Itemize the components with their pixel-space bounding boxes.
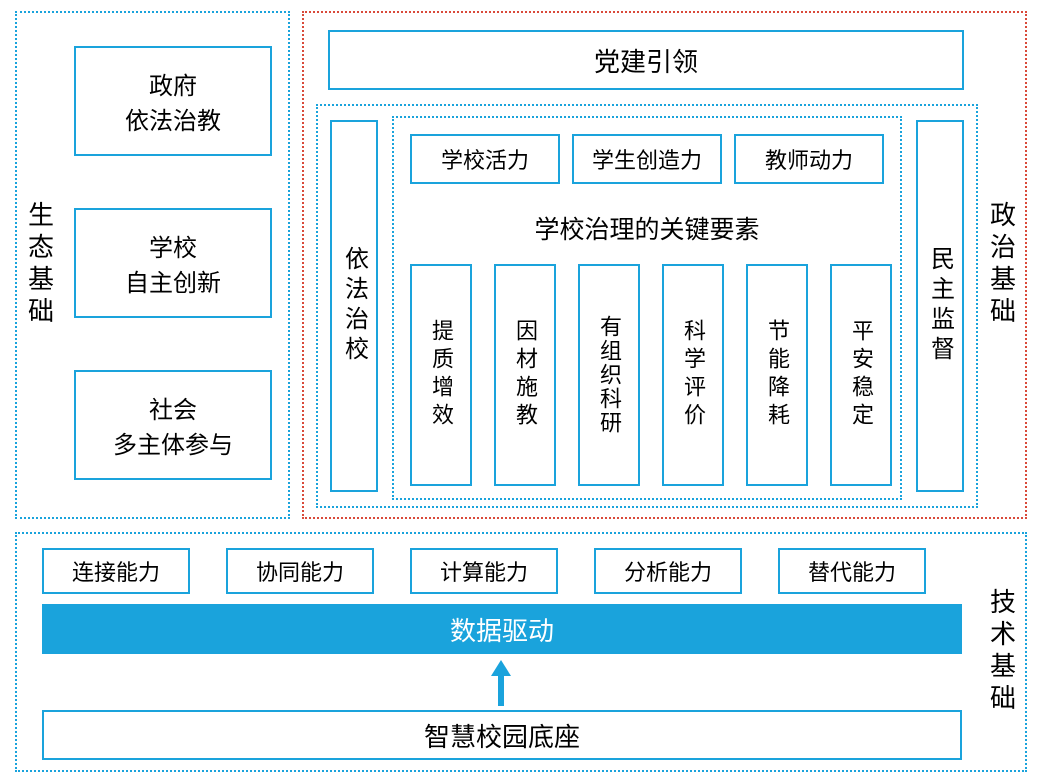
ecology-school-l1: 学校	[149, 228, 197, 263]
cap-3: 分析能力	[594, 548, 742, 594]
key-elements-title: 学校治理的关键要素	[392, 210, 902, 246]
arrow-head-icon	[491, 660, 511, 676]
bottom-row-4: 节能降耗	[746, 264, 808, 486]
arrow-stem	[498, 676, 504, 706]
political-right-pillar: 民主监督	[916, 120, 964, 492]
cap-4: 替代能力	[778, 548, 926, 594]
bottom-row-2: 有组织科研	[578, 264, 640, 486]
political-left-pillar: 依法治校	[330, 120, 378, 492]
ecology-label: 生态基础	[22, 175, 58, 355]
ecology-gov-box: 政府 依法治教	[74, 46, 272, 156]
ecology-school-box: 学校 自主创新	[74, 208, 272, 318]
bottom-row-5: 平安稳定	[830, 264, 892, 486]
ecology-gov-l1: 政府	[149, 66, 197, 101]
cap-2: 计算能力	[410, 548, 558, 594]
political-label: 政治基础	[984, 175, 1020, 355]
data-driver-bar: 数据驱动	[42, 604, 962, 654]
ecology-society-l1: 社会	[149, 390, 197, 425]
top-row-2: 教师动力	[734, 134, 884, 184]
ecology-society-box: 社会 多主体参与	[74, 370, 272, 480]
top-row-1: 学生创造力	[572, 134, 722, 184]
political-top-bar: 党建引领	[328, 30, 964, 90]
bottom-row-3: 科学评价	[662, 264, 724, 486]
bottom-row-1: 因材施教	[494, 264, 556, 486]
bottom-row-0: 提质增效	[410, 264, 472, 486]
ecology-school-l2: 自主创新	[125, 263, 221, 298]
smart-campus-base: 智慧校园底座	[42, 710, 962, 760]
ecology-gov-l2: 依法治教	[125, 101, 221, 136]
ecology-society-l2: 多主体参与	[113, 425, 233, 460]
cap-1: 协同能力	[226, 548, 374, 594]
top-row-0: 学校活力	[410, 134, 560, 184]
cap-0: 连接能力	[42, 548, 190, 594]
tech-label: 技术基础	[984, 562, 1020, 742]
